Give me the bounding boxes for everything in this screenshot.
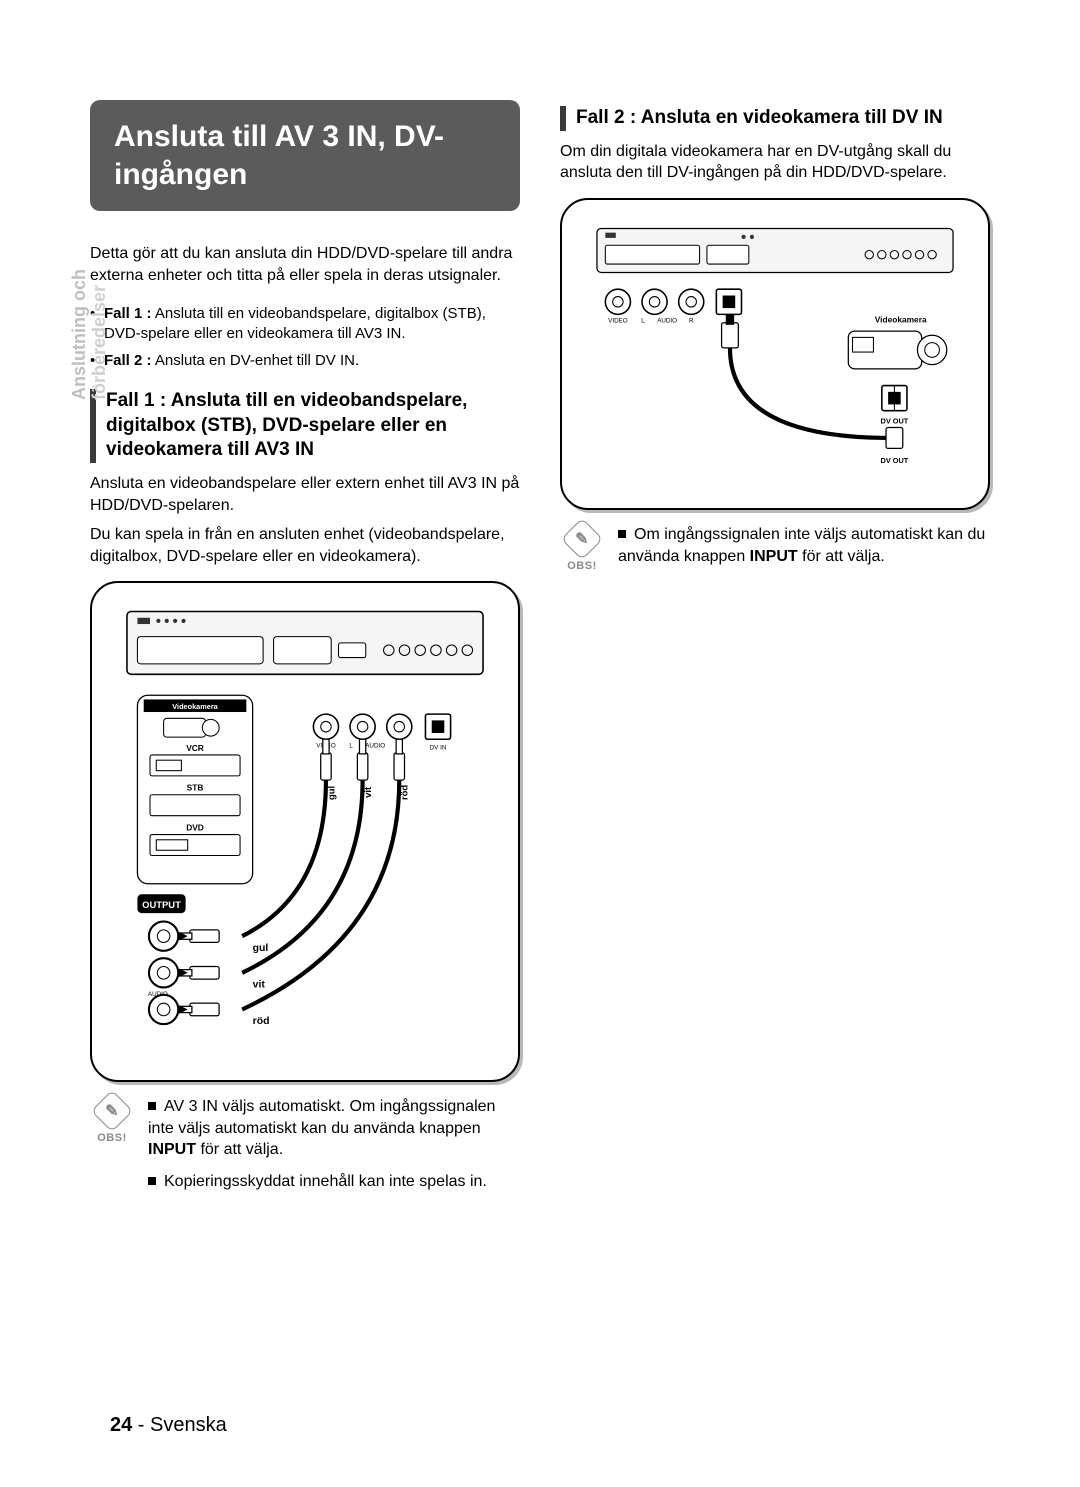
left-column: Ansluta till AV 3 IN, DV-ingången Detta …: [90, 100, 520, 1209]
page-language: Svenska: [150, 1414, 227, 1436]
section-2-heading: Fall 2 : Ansluta en videokamera till DV …: [560, 106, 990, 131]
svg-text:Videokamera: Videokamera: [172, 702, 218, 711]
sidebar-section-label: Anslutning och förberedelser: [70, 269, 110, 400]
section-1-body-2: Du kan spela in från en ansluten enhet (…: [90, 524, 520, 567]
sidebar-line2: förberedelser: [89, 285, 109, 400]
note-1-item-2: Kopieringsskyddat innehåll kan inte spel…: [148, 1171, 520, 1193]
svg-text:R: R: [689, 318, 694, 325]
note-icon: ✎: [561, 518, 603, 560]
section-1-body-1: Ansluta en videobandspelare eller extern…: [90, 473, 520, 516]
svg-text:DV OUT: DV OUT: [881, 416, 909, 425]
section-2-title: Fall 2 : Ansluta en videokamera till DV …: [576, 106, 943, 131]
note-label: OBS!: [560, 560, 604, 572]
note-label: OBS!: [90, 1132, 134, 1144]
svg-text:röd: röd: [253, 1016, 270, 1027]
sidebar-line1: Anslutning och: [69, 269, 89, 400]
page-footer: 24 - Svenska: [110, 1414, 227, 1437]
svg-text:gul: gul: [253, 943, 269, 954]
note-icon: ✎: [91, 1090, 133, 1132]
summary-bullet-2: • Fall 2 : Ansluta en DV-enhet till DV I…: [90, 351, 520, 371]
svg-text:STB: STB: [187, 783, 204, 793]
svg-text:Videokamera: Videokamera: [875, 315, 927, 325]
svg-text:VIDEO: VIDEO: [608, 318, 628, 325]
note-block-1: ✎ OBS! AV 3 IN väljs automatiskt. Om ing…: [90, 1096, 520, 1202]
svg-text:VCR: VCR: [186, 743, 204, 753]
connection-diagram-2: VIDEO L R AUDIO Videokamera: [560, 198, 990, 510]
section-2-body: Om din digitala videokamera har en DV-ut…: [560, 141, 990, 184]
right-column: Fall 2 : Ansluta en videokamera till DV …: [560, 100, 990, 1209]
section-1-title: Fall 1 : Ansluta till en videobandspelar…: [106, 389, 520, 463]
intro-paragraph: Detta gör att du kan ansluta din HDD/DVD…: [90, 243, 520, 286]
svg-text:L: L: [641, 318, 645, 325]
connection-diagram-1: Videokamera VCR STB DVD VIDEO: [90, 581, 520, 1082]
svg-text:AUDIO: AUDIO: [657, 318, 677, 325]
svg-text:DV IN: DV IN: [430, 745, 447, 752]
svg-text:DV OUT: DV OUT: [881, 456, 909, 465]
svg-text:L: L: [349, 743, 353, 750]
svg-text:OUTPUT: OUTPUT: [142, 899, 181, 910]
note-block-2: ✎ OBS! Om ingångssignalen inte väljs aut…: [560, 524, 990, 577]
svg-text:DVD: DVD: [186, 823, 204, 833]
note-2-item-1: Om ingångssignalen inte väljs automatisk…: [618, 524, 990, 567]
svg-text:AUDIO: AUDIO: [365, 743, 385, 750]
page-number: 24: [110, 1414, 132, 1436]
note-1-item-1: AV 3 IN väljs automatiskt. Om ingångssig…: [148, 1096, 520, 1161]
svg-text:vit: vit: [253, 980, 266, 991]
section-1-heading: Fall 1 : Ansluta till en videobandspelar…: [90, 389, 520, 463]
summary-bullet-1: • Fall 1 : Ansluta till en videobandspel…: [90, 304, 520, 345]
diagram-1-svg: Videokamera VCR STB DVD VIDEO: [106, 601, 504, 1062]
diagram-2-svg: VIDEO L R AUDIO Videokamera: [576, 218, 974, 490]
page-title-text: Ansluta till AV 3 IN, DV-ingången: [114, 120, 444, 191]
page-title: Ansluta till AV 3 IN, DV-ingången: [90, 100, 520, 211]
